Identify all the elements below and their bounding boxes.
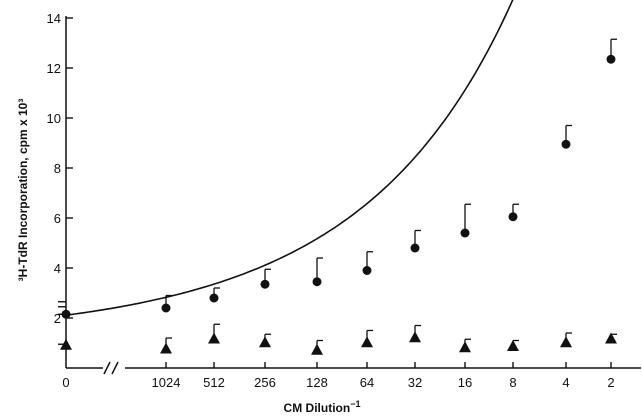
y-tick-label: 14	[47, 11, 61, 26]
y-tick-label: 8	[54, 161, 61, 176]
triangle-point	[409, 331, 421, 343]
x-tick-label: 128	[306, 375, 328, 390]
circle-point	[209, 293, 219, 303]
data-marks	[60, 38, 617, 355]
x-tick-label: 16	[458, 375, 472, 390]
axes: 2 4 6 8 10 12 14 0 1024 512 256 128 64 32 16 8 4 2	[47, 11, 641, 390]
triangle-point	[507, 340, 519, 351]
fit-curve	[65, 0, 514, 316]
x-tick-label: 0	[62, 375, 69, 390]
y-tick-label: 4	[54, 261, 61, 276]
y-axis-title: ³H-TdR Incorporation, cpm x 10³	[16, 99, 30, 282]
y-tick-label: 6	[54, 211, 61, 226]
circle-point	[508, 212, 518, 222]
circle-point	[312, 277, 322, 287]
circle-point	[362, 266, 372, 275]
y-tick-label: 2	[54, 311, 61, 326]
triangle-point	[605, 332, 617, 344]
fit-curve-layer	[65, 0, 514, 316]
x-axis-break-mark	[103, 361, 111, 375]
triangle-point	[311, 343, 323, 355]
triangle-point	[560, 336, 572, 348]
y-tick-label: 12	[47, 61, 61, 76]
x-tick-label: 512	[203, 375, 225, 390]
triangle-point	[208, 332, 220, 344]
x-axis-title-main: CM Dilution	[284, 401, 351, 415]
triangle-point	[459, 341, 471, 353]
y-tick-label: 10	[47, 111, 61, 126]
circle-point	[606, 54, 616, 64]
circle-point	[260, 279, 270, 289]
x-axis-title: CM Dilution−1	[284, 399, 361, 415]
x-tick-label: 1024	[152, 375, 181, 390]
x-tick-label: 256	[254, 375, 276, 390]
circle-point	[61, 309, 71, 319]
x-tick-label: 4	[562, 375, 569, 390]
triangle-point	[60, 338, 72, 350]
x-tick-label: 8	[509, 375, 516, 390]
circle-point	[561, 139, 571, 149]
triangle-point	[361, 336, 373, 348]
triangle-point	[160, 342, 172, 354]
x-axis-title-superscript: −1	[350, 399, 360, 409]
circle-point	[410, 243, 420, 253]
x-tick-label: 64	[360, 375, 374, 390]
x-axis-break-mark	[111, 361, 119, 375]
x-tick-label: 2	[607, 375, 614, 390]
circle-point	[161, 303, 171, 313]
triangle-point	[259, 336, 271, 348]
x-tick-label: 32	[408, 375, 422, 390]
circle-point	[460, 228, 470, 238]
